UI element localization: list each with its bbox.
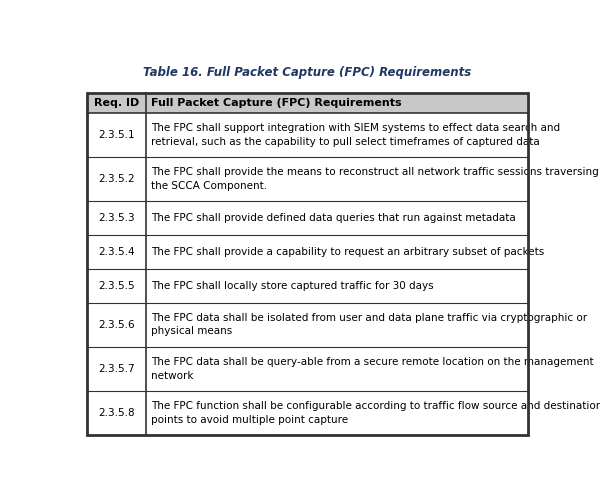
Bar: [86, 92, 529, 112]
Text: The FPC function shall be configurable according to traffic flow source and dest: The FPC function shall be configurable a…: [151, 402, 600, 425]
Bar: [86, 157, 529, 202]
Text: Full Packet Capture (FPC) Requirements: Full Packet Capture (FPC) Requirements: [151, 98, 401, 108]
Text: The FPC shall provide the means to reconstruct all network traffic sessions trav: The FPC shall provide the means to recon…: [151, 168, 599, 191]
Text: The FPC shall support integration with SIEM systems to effect data search and
re: The FPC shall support integration with S…: [151, 123, 560, 146]
Text: 2.3.5.1: 2.3.5.1: [98, 130, 135, 140]
Text: The FPC shall locally store captured traffic for 30 days: The FPC shall locally store captured tra…: [151, 280, 434, 290]
Text: 2.3.5.5: 2.3.5.5: [98, 280, 135, 290]
Text: The FPC shall provide a capability to request an arbitrary subset of packets: The FPC shall provide a capability to re…: [151, 247, 544, 257]
Bar: [86, 112, 529, 157]
Bar: [86, 391, 529, 436]
Text: 2.3.5.7: 2.3.5.7: [98, 364, 135, 374]
Bar: [86, 302, 529, 347]
Text: Req. ID: Req. ID: [94, 98, 139, 108]
Bar: [86, 269, 529, 302]
Text: Table 16. Full Packet Capture (FPC) Requirements: Table 16. Full Packet Capture (FPC) Requ…: [143, 66, 472, 79]
Text: The FPC shall provide defined data queries that run against metadata: The FPC shall provide defined data queri…: [151, 213, 515, 223]
Bar: [86, 235, 529, 269]
Text: 2.3.5.4: 2.3.5.4: [98, 247, 135, 257]
Bar: [86, 92, 529, 436]
Text: The FPC data shall be isolated from user and data plane traffic via cryptographi: The FPC data shall be isolated from user…: [151, 313, 587, 336]
Text: 2.3.5.3: 2.3.5.3: [98, 213, 135, 223]
Text: 2.3.5.2: 2.3.5.2: [98, 174, 135, 184]
Text: The FPC data shall be query-able from a secure remote location on the management: The FPC data shall be query-able from a …: [151, 357, 593, 381]
Text: 2.3.5.6: 2.3.5.6: [98, 320, 135, 330]
Text: 2.3.5.8: 2.3.5.8: [98, 408, 135, 418]
Bar: [86, 202, 529, 235]
Bar: [86, 347, 529, 391]
